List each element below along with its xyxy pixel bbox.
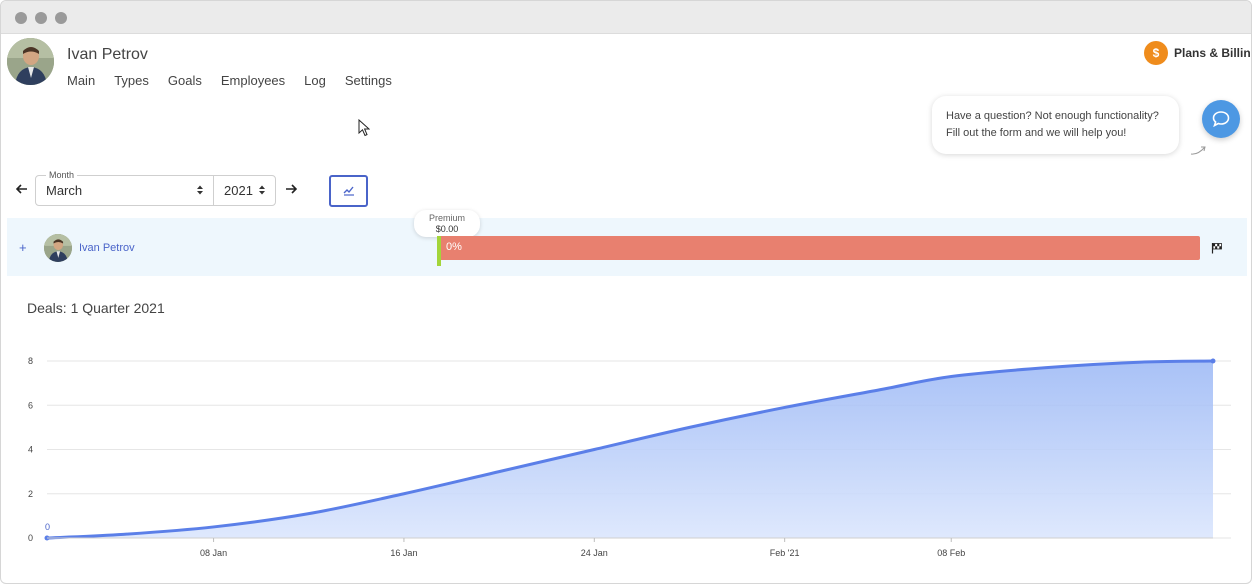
help-bubble[interactable]: Have a question? Not enough functionalit… xyxy=(932,96,1179,154)
help-line-1: Have a question? Not enough functionalit… xyxy=(946,110,1159,122)
user-photo-icon xyxy=(44,234,72,262)
y-tick-label: 2 xyxy=(28,489,33,499)
select-arrows-icon xyxy=(259,185,265,195)
x-tick-label: 24 Jan xyxy=(581,548,608,558)
prev-month-button[interactable] xyxy=(15,181,29,197)
y-tick-label: 8 xyxy=(28,356,33,366)
select-arrows-icon xyxy=(197,185,203,195)
plans-billing-link[interactable]: $ Plans & Billing xyxy=(1144,41,1252,65)
deals-chart-title: Deals: 1 Quarter 2021 xyxy=(27,300,165,316)
chart-view-button[interactable] xyxy=(329,175,368,207)
nav-log[interactable]: Log xyxy=(304,73,326,88)
x-tick-label: 16 Jan xyxy=(390,548,417,558)
employee-avatar[interactable] xyxy=(44,234,72,262)
title-bar xyxy=(1,1,1251,34)
data-point-end xyxy=(1210,358,1216,364)
progress-marker xyxy=(437,236,441,266)
progress-percent: 0% xyxy=(446,241,462,253)
year-select-value: 2021 xyxy=(224,183,253,198)
user-avatar[interactable] xyxy=(7,38,54,85)
nav-types[interactable]: Types xyxy=(114,73,149,88)
finish-flag-icon xyxy=(1211,243,1222,254)
series-line xyxy=(46,359,1214,540)
next-month-button[interactable] xyxy=(284,181,298,197)
mouse-cursor-icon xyxy=(358,119,370,137)
user-photo-icon xyxy=(7,38,54,85)
main-nav: Main Types Goals Employees Log Settings xyxy=(67,73,411,88)
goal-progress-bar xyxy=(439,236,1200,260)
x-tick-label: 08 Feb xyxy=(937,548,965,558)
x-tick-label: 08 Jan xyxy=(200,548,227,558)
y-tick-label: 0 xyxy=(28,533,33,543)
arrow-left-icon xyxy=(16,184,27,194)
employee-name-link[interactable]: Ivan Petrov xyxy=(79,242,135,254)
nav-settings[interactable]: Settings xyxy=(344,73,392,88)
x-tick-label: Feb '21 xyxy=(770,548,800,558)
y-tick-label: 4 xyxy=(28,445,33,455)
expand-row-button[interactable]: + xyxy=(19,240,27,255)
month-select[interactable]: Month March xyxy=(35,170,214,206)
nav-main[interactable]: Main xyxy=(67,73,96,88)
plan-amount: $0.00 xyxy=(435,224,459,234)
area-fill xyxy=(47,361,1213,538)
window-maximize-dot[interactable] xyxy=(55,12,67,24)
month-select-label: Month xyxy=(46,170,78,180)
nav-goals[interactable]: Goals xyxy=(167,73,202,88)
month-select-value: March xyxy=(46,183,83,198)
dollar-coin-icon: $ xyxy=(1144,41,1168,65)
first-point-label: 0 xyxy=(45,522,50,532)
employee-progress-row: + Ivan Petrov Premium $0.00 0% xyxy=(7,210,1247,276)
user-name: Ivan Petrov xyxy=(67,46,148,63)
chat-button[interactable] xyxy=(1202,100,1240,138)
plans-billing-label: Plans & Billing xyxy=(1174,46,1252,60)
year-select[interactable]: 2021 xyxy=(213,175,276,206)
window-close-dot[interactable] xyxy=(15,12,27,24)
plan-tooltip: Premium $0.00 xyxy=(414,210,480,237)
line-chart-icon xyxy=(343,186,354,196)
window-minimize-dot[interactable] xyxy=(35,12,47,24)
nav-employees[interactable]: Employees xyxy=(220,73,286,88)
curved-arrow-icon xyxy=(1190,146,1206,155)
chat-bubble-icon xyxy=(1212,111,1230,128)
arrow-right-icon xyxy=(286,184,297,194)
deals-area-chart: 0 2 4 6 8 0 08 Jan 16 Jan 24 Jan Feb '21 08 Feb xyxy=(28,356,1231,558)
help-line-2: Fill out the form and we will help you! xyxy=(946,127,1127,139)
y-tick-label: 6 xyxy=(28,400,33,410)
plan-name: Premium xyxy=(428,213,465,223)
